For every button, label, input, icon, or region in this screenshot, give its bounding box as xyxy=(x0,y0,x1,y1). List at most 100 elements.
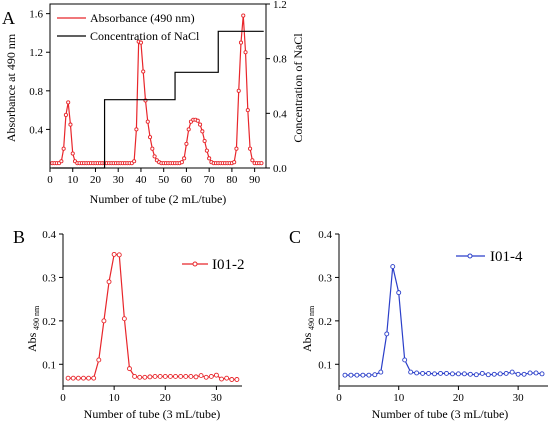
data-point-i01-4 xyxy=(479,370,485,376)
data-point-i01-4 xyxy=(372,372,378,378)
data-point-absorbance-490-nm xyxy=(152,154,157,159)
data-point-i01-2 xyxy=(224,375,230,381)
data-point-i01-4 xyxy=(420,370,426,376)
data-point-i01-2 xyxy=(70,375,76,381)
legend-label-i01-4: I01-4 xyxy=(490,249,523,265)
data-point-absorbance-490-nm xyxy=(134,127,139,132)
y-tick-label: 0.3 xyxy=(318,272,332,284)
data-point-absorbance-490-nm xyxy=(202,138,207,144)
x-tick-label: 20 xyxy=(90,174,102,186)
data-point-i01-2 xyxy=(198,373,204,379)
data-point-absorbance-490-nm xyxy=(182,156,187,161)
data-point-i01-4 xyxy=(384,331,390,337)
panel-c-y-label: Abs 490 nm xyxy=(300,305,316,352)
data-point-i01-2 xyxy=(116,252,122,258)
data-point-absorbance-490-nm xyxy=(245,108,250,113)
data-point-i01-4 xyxy=(527,370,533,376)
panel-c-y-label-sub: 490 nm xyxy=(307,305,316,330)
y-tick-label: 0.8 xyxy=(29,86,43,98)
panel-c-chart: 0 10 20 30 0.1 0.2 0.3 0.4 Number of tube (3 m… xyxy=(300,229,548,421)
data-point-absorbance-490-nm xyxy=(138,40,143,45)
panel-b-y-axis: 0.1 0.2 0.3 0.4 xyxy=(42,229,63,371)
panel-b-series xyxy=(65,251,240,382)
y-tick-label: 1.6 xyxy=(29,9,43,21)
y2-tick-label: 0.4 xyxy=(273,108,287,120)
data-point-i01-4 xyxy=(348,372,354,378)
panel-c-x-axis: 0 10 20 30 xyxy=(336,386,524,404)
data-point-absorbance-490-nm xyxy=(241,13,246,18)
data-point-absorbance-490-nm xyxy=(198,122,203,127)
data-point-absorbance-490-nm xyxy=(68,122,73,127)
panel-c-y-axis: 0.1 0.2 0.3 0.4 xyxy=(318,229,339,371)
data-point-i01-4 xyxy=(378,369,384,375)
x-tick-label: 80 xyxy=(226,174,238,186)
data-point-i01-2 xyxy=(173,374,178,379)
data-point-i01-4 xyxy=(414,370,420,376)
y-tick-label: 0.3 xyxy=(42,272,56,284)
panel-b-letter: B xyxy=(13,227,25,247)
panel-b-y-label-main: Abs xyxy=(25,332,39,352)
x-tick-label: 70 xyxy=(204,174,216,186)
panel-c-legend: I01-4 xyxy=(456,249,523,265)
data-point-absorbance-490-nm xyxy=(234,146,239,151)
panel-a-y2-axis: 0.0 0.4 0.8 1.2 xyxy=(266,0,287,175)
data-point-i01-2 xyxy=(167,374,173,379)
data-point-i01-2 xyxy=(127,366,132,372)
panel-c-x-label: Number of tube (3 mL/tube) xyxy=(372,407,509,421)
y-tick-label: 0.4 xyxy=(318,229,332,241)
legend-label-absorbance: Absorbance (490 nm) xyxy=(90,11,195,25)
y-tick-label: 0.1 xyxy=(318,359,332,371)
panel-c-y-label-main: Abs xyxy=(300,332,314,352)
data-point-absorbance-490-nm xyxy=(250,158,255,163)
data-point-absorbance-490-nm xyxy=(66,100,71,105)
data-point-i01-2 xyxy=(208,374,214,379)
x-tick-label: 90 xyxy=(249,174,261,186)
panel-a-y2-label: Concentration of NaCl xyxy=(291,33,305,143)
panel-c-letter: C xyxy=(289,227,301,247)
data-point-i01-2 xyxy=(91,375,97,381)
data-point-i01-4 xyxy=(366,372,372,378)
data-point-i01-4 xyxy=(450,371,455,377)
x-tick-label: 10 xyxy=(393,392,405,404)
data-point-absorbance-490-nm xyxy=(232,160,237,165)
data-point-i01-2 xyxy=(203,374,209,380)
data-point-i01-4 xyxy=(396,290,402,296)
data-point-i01-2 xyxy=(188,374,194,379)
y2-tick-label: 1.2 xyxy=(273,0,287,11)
data-point-absorbance-490-nm xyxy=(132,159,137,164)
legend-label-i01-2: I01-2 xyxy=(212,257,245,273)
data-point-absorbance-490-nm xyxy=(141,69,146,74)
legend-marker-i01-4 xyxy=(467,253,473,259)
data-point-i01-4 xyxy=(360,372,366,378)
data-point-absorbance-490-nm xyxy=(70,151,75,156)
x-tick-label: 20 xyxy=(453,392,465,404)
data-point-absorbance-490-nm xyxy=(207,156,212,161)
data-point-i01-2 xyxy=(121,316,127,322)
y-tick-label: 1.2 xyxy=(29,47,43,59)
x-tick-label: 0 xyxy=(60,392,66,404)
data-point-i01-2 xyxy=(183,374,189,379)
y-tick-label: 0.2 xyxy=(318,316,332,328)
data-point-i01-2 xyxy=(137,374,143,380)
data-point-i01-2 xyxy=(219,376,224,382)
panel-b-y-label: Abs 490 nm xyxy=(25,305,41,352)
data-point-i01-2 xyxy=(132,374,138,379)
panel-a-x-axis: 0 10 20 30 40 50 60 70 80 90 xyxy=(47,168,261,186)
data-point-i01-2 xyxy=(193,374,199,380)
data-point-absorbance-490-nm xyxy=(150,146,155,151)
data-point-i01-2 xyxy=(86,375,92,381)
x-tick-label: 30 xyxy=(211,392,223,404)
data-point-i01-4 xyxy=(432,371,437,377)
data-point-i01-2 xyxy=(142,374,148,380)
series-line-i01-4 xyxy=(344,266,543,376)
data-point-i01-4 xyxy=(533,370,539,376)
data-point-i01-2 xyxy=(147,374,153,380)
panel-a-chart: 0 10 20 30 40 50 60 70 80 90 0.40.81.21.6 0.00.40… xyxy=(4,0,305,206)
data-point-i01-4 xyxy=(426,370,432,376)
data-point-absorbance-490-nm xyxy=(145,119,150,124)
data-point-i01-2 xyxy=(152,374,158,379)
data-point-i01-2 xyxy=(96,357,102,363)
data-point-absorbance-490-nm xyxy=(238,40,244,45)
data-point-i01-4 xyxy=(521,371,527,377)
